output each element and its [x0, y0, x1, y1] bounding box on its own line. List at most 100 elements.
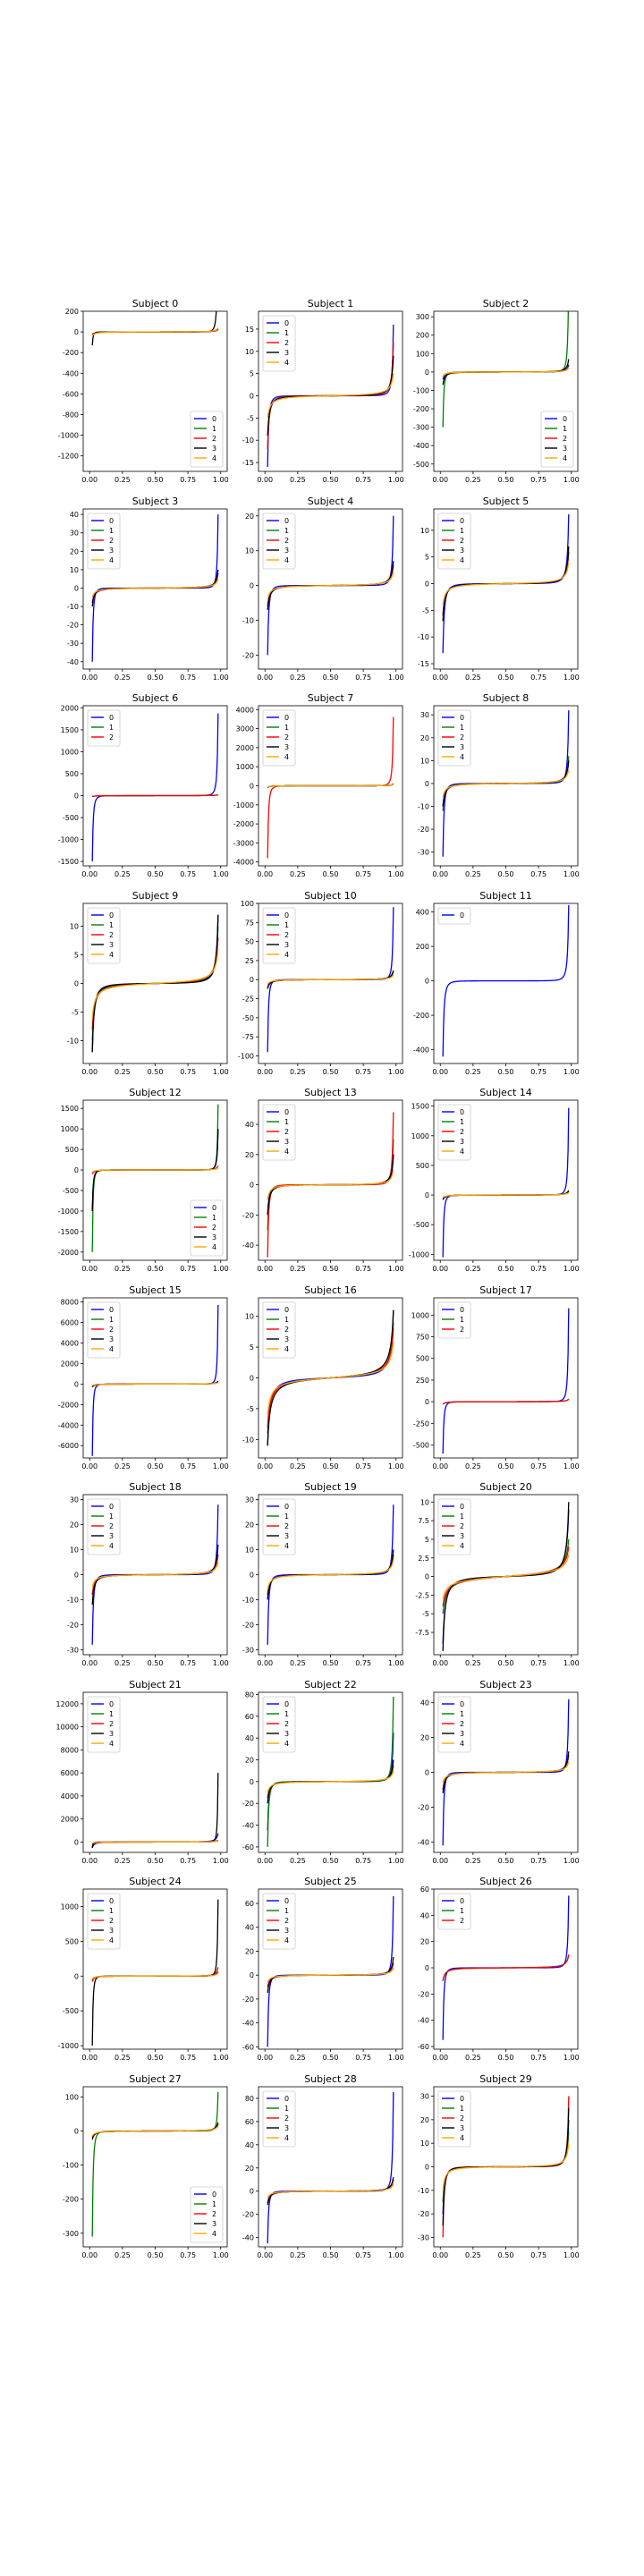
series-lines: [442, 1502, 570, 1651]
y-tick-label: 0: [425, 1191, 429, 1199]
y-tick-label: -10: [67, 1596, 79, 1604]
x-tick-label: 1.00: [388, 1265, 404, 1273]
x-tick-label: 0.50: [148, 2054, 164, 2062]
y-tick-label: -1000: [58, 1208, 79, 1216]
series-lines: [442, 1107, 570, 1258]
legend-label: 4: [460, 1148, 464, 1156]
y-tick-label: 60: [245, 1900, 254, 1908]
series-line-4: [267, 784, 394, 788]
y-tick-label: -500: [413, 461, 429, 469]
legend-label: 2: [109, 1720, 114, 1728]
y-tick-label: -400: [413, 1046, 429, 1055]
y-tick-label: -400: [63, 369, 79, 377]
legend-label: 3: [109, 1335, 114, 1343]
y-tick-label: -40: [418, 1838, 429, 1846]
y-tick-label: 10: [245, 348, 254, 356]
y-tick-label: -30: [418, 849, 429, 857]
x-tick-label: 0.50: [148, 2251, 164, 2259]
y-tick-label: 0: [425, 1398, 429, 1406]
y-tick-label: -10: [242, 436, 254, 445]
y-tick-label: -2.5: [415, 1591, 429, 1599]
y-tick-label: 5: [74, 952, 79, 960]
y-tick-label: -1000: [233, 801, 254, 809]
y-tick-label: 40: [245, 2141, 254, 2149]
y-tick-label: 2.5: [418, 1555, 429, 1563]
subplot-title: Subject 5: [483, 496, 530, 507]
legend-label: 0: [460, 1503, 464, 1511]
x-tick-label: 0.75: [530, 476, 547, 484]
y-tick-label: 20: [245, 1756, 254, 1764]
legend-box: [87, 709, 121, 747]
y-tick-label: 8000: [61, 1299, 79, 1307]
y-tick-label: 10: [70, 566, 79, 574]
series-line-2: [91, 1967, 219, 1982]
y-tick-label: -25: [242, 996, 254, 1004]
legend-box: [87, 1696, 121, 1753]
x-tick-label: 1.00: [388, 1462, 404, 1470]
legend-label: 1: [460, 1907, 464, 1915]
series-line-3: [91, 1773, 219, 1848]
x-tick-label: 0.75: [355, 674, 371, 682]
x-tick-label: 0.00: [81, 1068, 97, 1076]
y-tick-label: -500: [63, 814, 79, 822]
y-tick-label: 0: [250, 783, 254, 791]
series-line-4: [267, 2183, 394, 2199]
x-tick-label: 0.00: [257, 870, 273, 878]
series-line-4: [267, 974, 394, 985]
series-lines: [442, 513, 570, 654]
legend-label: 1: [284, 1513, 289, 1521]
legend-label: 3: [460, 1730, 464, 1738]
y-tick-label: 20: [245, 2165, 254, 2173]
y-tick-label: 0: [425, 1573, 429, 1581]
subplot-title: Subject 9: [132, 890, 179, 902]
legend-label: 0: [284, 319, 289, 327]
legend-label: 2: [109, 1522, 114, 1530]
x-tick-label: 0.75: [530, 1068, 547, 1076]
series-lines: [91, 914, 219, 1053]
series-lines: [91, 1899, 219, 2046]
y-tick-label: 10: [420, 1498, 429, 1506]
subplot-title: Subject 19: [304, 1481, 357, 1493]
legend-label: 0: [109, 517, 114, 525]
series-line-4: [91, 578, 219, 597]
y-tick-label: -500: [413, 1441, 429, 1449]
x-tick-label: 0.25: [114, 674, 131, 682]
legend-label: 1: [109, 1513, 114, 1521]
x-tick-label: 1.00: [388, 870, 404, 878]
y-tick-label: 0: [250, 582, 254, 590]
x-tick-label: 0.00: [432, 674, 448, 682]
legend-label: 1: [460, 1513, 464, 1521]
y-tick-label: 10: [420, 757, 429, 765]
x-tick-label: 0.00: [257, 1265, 273, 1273]
y-tick-label: 0: [425, 369, 429, 377]
series-line-4: [91, 1840, 219, 1844]
y-tick-label: 20: [245, 1947, 254, 1955]
legend-label: 2: [284, 537, 289, 545]
y-tick-label: 200: [416, 332, 429, 340]
series-lines: [91, 2091, 219, 2237]
y-tick-label: -20: [242, 1621, 254, 1629]
legend: 0 1 2: [437, 1893, 471, 1930]
y-tick-label: -600: [63, 390, 79, 398]
x-tick-label: 0.00: [257, 476, 273, 484]
x-tick-label: 0.25: [465, 1265, 481, 1273]
y-tick-label: 1500: [61, 726, 79, 734]
legend-box: [262, 1301, 296, 1359]
subplot-12: Subject 12 1500 1000 500 0 -500 -1000 -1500 -200…: [58, 1087, 229, 1273]
y-tick-label: 0: [425, 2164, 429, 2172]
y-tick-label: -300: [63, 2230, 79, 2238]
y-tick-label: 0: [250, 1572, 254, 1580]
y-tick-label: 0: [74, 1972, 79, 1980]
subplot-title: Subject 7: [308, 692, 354, 704]
y-tick-label: -40: [242, 2020, 254, 2028]
legend-label: 3: [284, 2124, 289, 2132]
x-tick-label: 1.00: [388, 476, 404, 484]
legend-label: 4: [109, 1936, 114, 1945]
